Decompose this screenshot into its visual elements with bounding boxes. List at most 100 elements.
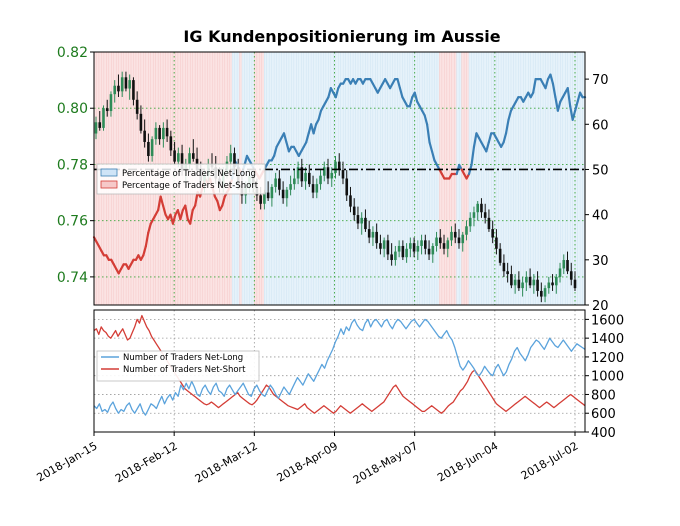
sentiment-band [353, 52, 356, 305]
price-candle-body [412, 243, 416, 252]
sentiment-band [449, 52, 453, 305]
price-candle-body [379, 243, 382, 249]
sentiment-band [478, 52, 482, 305]
percent-long-segment [221, 195, 226, 207]
price-candle-body [147, 141, 150, 157]
sentiment-band [382, 52, 386, 305]
percent-long-segment [147, 222, 152, 234]
sentiment-band [362, 52, 366, 305]
price-candle-body [543, 288, 547, 297]
price-candle-body [337, 161, 341, 171]
count-tick-label: 1200 [591, 351, 624, 366]
date-tick-label: 2018-Mar-12 [193, 439, 260, 485]
sentiment-band [414, 52, 418, 305]
sentiment-band [422, 52, 426, 305]
sentiment-band [397, 52, 401, 305]
sentiment-band [402, 52, 406, 305]
price-candle-body [525, 276, 528, 283]
price-candle-body [289, 184, 292, 190]
sentiment-band [533, 52, 537, 305]
price-tick-label: 0.74 [57, 270, 88, 286]
sentiment-band [404, 52, 408, 305]
price-candle-body [165, 127, 169, 137]
count-tick-label: 1600 [591, 313, 624, 328]
price-candle-body [446, 240, 450, 249]
sentiment-band [481, 52, 485, 305]
price-candle-body [356, 215, 360, 224]
price-candle-body [334, 161, 337, 173]
sentiment-band [496, 52, 500, 305]
price-candle-body [435, 237, 438, 246]
price-candle-body [360, 217, 363, 224]
percent-long-segment [566, 87, 572, 108]
price-candle-body [416, 245, 420, 252]
sentiment-band [266, 52, 270, 305]
price-candle-body [427, 248, 431, 255]
price-candle-body [132, 80, 135, 100]
sentiment-band [343, 52, 347, 305]
sentiment-band [320, 52, 324, 305]
price-candle-body [281, 189, 285, 199]
sentiment-band [350, 52, 354, 305]
count-tick-label: 600 [591, 407, 616, 422]
sentiment-band [360, 52, 364, 305]
price-candle-body [109, 94, 113, 112]
price-candle-body [483, 212, 487, 218]
sentiment-band [523, 52, 527, 305]
sentiment-band [459, 52, 463, 305]
price-candle-body [528, 276, 532, 286]
sentiment-band [316, 52, 319, 305]
price-candle-body [296, 167, 300, 179]
sentiment-band [570, 52, 574, 305]
price-candle-body [349, 195, 352, 207]
sentiment-band [510, 52, 514, 305]
price-candle-body [573, 279, 577, 289]
price-candle-body [173, 150, 176, 162]
price-candle-body [502, 262, 506, 272]
sentiment-band [286, 52, 290, 305]
sentiment-band [338, 52, 342, 305]
price-candle-body [442, 243, 446, 249]
percent-long-segment [184, 204, 189, 221]
sentiment-band [323, 52, 327, 305]
percent-long-segment [425, 123, 431, 144]
sentiment-band [281, 52, 285, 305]
percent-long-segment [408, 96, 414, 108]
price-candle-body [188, 153, 191, 165]
price-candle-body [143, 130, 146, 142]
price-candle-body [308, 172, 311, 185]
price-candle-body [513, 279, 517, 286]
price-candle-body [259, 195, 262, 204]
price-candle-body [457, 237, 461, 244]
sentiment-band [476, 52, 480, 305]
price-candle-body [98, 122, 102, 128]
sentiment-band [298, 52, 302, 305]
price-candle-body [154, 127, 158, 140]
sentiment-band [291, 52, 295, 305]
price-candle-body [468, 217, 472, 227]
price-candle-body [390, 254, 393, 261]
percent-long-segment [544, 78, 550, 90]
sentiment-band [550, 52, 554, 305]
sentiment-band [506, 52, 509, 305]
sentiment-band [335, 52, 339, 305]
percent-long-segment [571, 109, 577, 121]
price-candle-body [304, 172, 307, 182]
sentiment-band [348, 52, 352, 305]
sentiment-band [466, 52, 470, 305]
price-candle-body [293, 178, 296, 185]
count-axis-ticks: 1600 1400 1200 1000 800 600 400 [585, 313, 624, 441]
sentiment-band [572, 52, 576, 305]
percent-long-segment [334, 87, 340, 99]
price-candle-body [461, 234, 465, 244]
price-candle-body [330, 172, 334, 179]
sentiment-band [577, 52, 581, 305]
chart-title: IG Kundenpositionierung im Aussie [183, 27, 500, 46]
price-candle-body [94, 122, 98, 134]
sentiment-band [306, 52, 310, 305]
sentiment-band [427, 52, 430, 305]
count-tick-label: 1000 [591, 370, 624, 385]
percent-tick-label: 70 [592, 73, 609, 88]
sentiment-band [535, 52, 539, 305]
